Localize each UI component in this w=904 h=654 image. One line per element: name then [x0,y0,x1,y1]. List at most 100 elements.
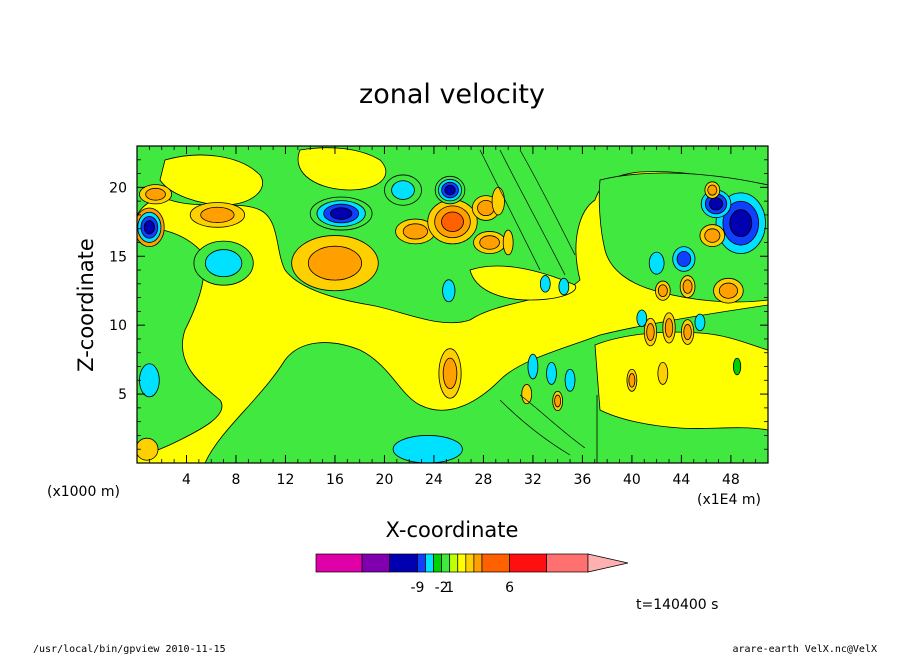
contour-feature-8-level-2 [441,211,464,233]
contour-feature-30-level-1 [683,324,692,341]
contour-feature-18-level-2 [709,197,724,211]
contour-feature-2-level-1 [200,206,235,223]
region-yellow-streak [469,265,577,301]
region-green-left [137,228,223,456]
colorbar-bin-1 [361,553,391,573]
colorbar [315,553,629,573]
x-unit-right: (x1E4 m) [697,492,761,508]
contour-feature-17-level-2 [729,209,753,238]
contour-feature-34-level-0 [546,361,557,385]
contour-feature-9-level-3 [444,184,456,196]
streak-line-2 [499,394,586,456]
colorbar-bin-6 [441,553,451,573]
contour-feature-5-level-3 [329,207,353,220]
colorbar-tick-label-1: -2 [435,580,449,596]
contour-feature-39-level-0 [657,361,669,385]
y-axis-label: Z-coordinate [74,238,98,372]
contour-feature-37-level-0 [521,384,533,405]
contour-feature-0-level-3 [143,220,155,235]
streak-line-1 [479,149,576,276]
contour-feature-33-level-0 [527,353,539,380]
plot-frame [136,145,769,464]
footer-left: /usr/local/bin/gpview 2010-11-15 [33,644,226,654]
y-tick-label-2: 15 [109,249,127,265]
contour-feature-15-level-0 [139,363,160,398]
x-tick-label-7: 32 [524,472,542,488]
colorbar-tick-label-3: 6 [505,580,514,596]
colorbar-extend-arrow [587,553,629,573]
contour-feature-36-level-1 [554,394,562,408]
x-axis-ticks: 4 8 12 16 20 24 28 32 36 40 44 48 [148,146,757,488]
x-tick-label-6: 28 [475,472,493,488]
contour-feature-19-level-1 [704,228,721,243]
x-tick-label-0: 4 [182,472,191,488]
contour-feature-13-level-1 [442,357,458,390]
y-tick-label-3: 20 [109,180,127,196]
x-tick-label-10: 44 [672,472,690,488]
region-yellow-pocket [159,154,263,206]
y-axis-ticks: 5 10 15 20 [109,159,768,450]
contour-feature-21-level-1 [682,279,693,294]
y-tick-label-0: 5 [118,387,127,403]
colorbar-tick-label-0: -9 [410,580,424,596]
x-tick-label-4: 20 [376,472,394,488]
x-unit-left: (x1000 m) [47,484,120,500]
x-tick-label-2: 12 [277,472,295,488]
chart-title: zonal velocity [359,79,545,110]
contour-feature-16-level-0 [137,437,159,461]
contour-feature-42-level-0 [502,229,514,256]
colorbar-bin-11 [481,553,510,573]
colorbar-bin-12 [509,553,547,573]
contour-feature-14-level-0 [392,435,463,463]
colorbar-bin-5 [433,553,442,573]
x-tick-label-3: 16 [326,472,344,488]
colorbar-bin-7 [449,553,459,573]
colorbar-bin-9 [465,553,475,573]
contour-feature-35-level-0 [564,368,576,392]
region-yellow-pocket-2 [297,147,387,191]
contour-feature-3-level-1 [204,249,243,278]
colorbar-bin-8 [457,553,467,573]
x-tick-label-5: 24 [425,472,443,488]
colorbar-bin-10 [473,553,483,573]
contour-feature-11-level-1 [479,235,500,250]
x-tick-label-1: 8 [232,472,241,488]
contour-features [137,174,766,463]
x-tick-label-8: 36 [573,472,591,488]
contour-feature-22-level-1 [657,284,668,298]
colorbar-bin-2 [389,553,418,573]
contour-feature-27-level-0 [558,277,570,296]
contour-feature-40-level-0 [732,357,742,376]
contour-feature-12-level-0 [442,279,456,303]
contour-feature-26-level-0 [539,275,551,293]
colorbar-bin-4 [425,553,434,573]
colorbar-tick-labels: -9 -21 6 [410,580,514,596]
y-tick-label-1: 10 [109,318,127,334]
contour-feature-31-level-0 [636,309,648,327]
footer-right: arare-earth_VelX.nc@VelX [733,644,878,654]
contour-feature-1-level-1 [145,187,166,201]
time-label: t=140400 s [636,597,718,613]
contour-feature-28-level-1 [646,323,655,341]
colorbar-tick-label-2: 1 [445,580,454,596]
contour-feature-25-level-0 [648,251,665,275]
contour-feature-41-level-0 [491,186,505,216]
contour-feature-6-level-1 [391,180,415,200]
x-axis-label: X-coordinate [386,518,519,542]
contour-feature-29-level-1 [664,318,674,338]
colorbar-bin-13 [546,553,589,573]
x-tick-label-9: 40 [623,472,641,488]
plot-area [137,146,768,463]
x-tick-label-11: 48 [722,472,740,488]
contour-feature-38-level-1 [628,373,636,388]
contour-feature-23-level-1 [718,282,738,299]
colorbar-bin-0 [315,553,363,573]
contour-feature-32-level-0 [694,313,706,332]
colorbar-bin-3 [417,553,426,573]
contour-feature-24-level-1 [707,184,718,196]
region-yellow-strip [594,331,768,431]
contour-feature-20-level-1 [676,250,692,268]
contour-feature-7-level-1 [402,223,428,240]
contour-feature-4-level-1 [307,245,363,281]
